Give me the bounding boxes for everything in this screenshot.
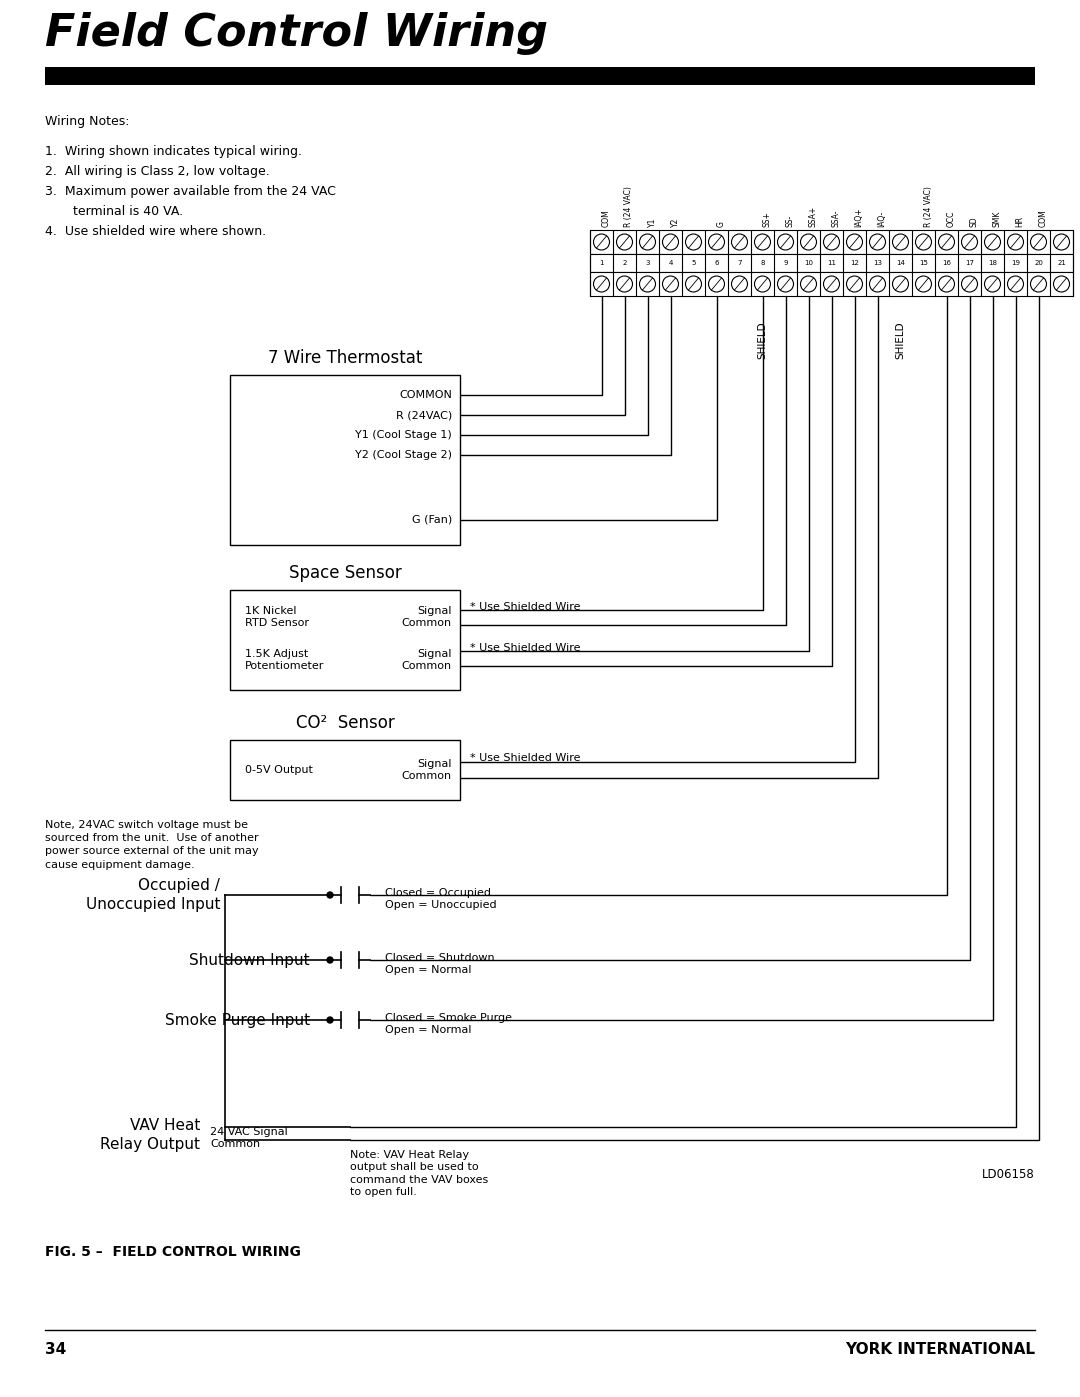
Text: 12: 12 [850, 260, 859, 265]
Text: COM: COM [1039, 210, 1048, 226]
Text: 10: 10 [804, 260, 813, 265]
Text: 1K Nickel
RTD Sensor: 1K Nickel RTD Sensor [245, 606, 309, 629]
Text: 3.  Maximum power available from the 24 VAC: 3. Maximum power available from the 24 V… [45, 184, 336, 198]
Text: SMK: SMK [993, 211, 1001, 226]
Text: R (24 VAC): R (24 VAC) [923, 186, 932, 226]
Bar [230, 374, 460, 545]
Text: 0-5V Output: 0-5V Output [245, 766, 313, 775]
Text: G (Fan): G (Fan) [411, 515, 453, 525]
Text: 14: 14 [896, 260, 905, 265]
Bar [45, 67, 1035, 85]
Text: Y2: Y2 [671, 218, 679, 226]
Text: * Use Shielded Wire: * Use Shielded Wire [470, 602, 581, 612]
Bar [230, 740, 460, 800]
Text: Closed = Smoke Purge
Open = Normal: Closed = Smoke Purge Open = Normal [384, 1013, 512, 1035]
Text: R (24VAC): R (24VAC) [395, 409, 453, 420]
Text: Space Sensor: Space Sensor [288, 564, 402, 583]
Circle shape [327, 957, 333, 963]
Text: terminal is 40 VA.: terminal is 40 VA. [45, 205, 184, 218]
Text: R (24 VAC): R (24 VAC) [624, 186, 634, 226]
Text: LD06158: LD06158 [982, 1168, 1035, 1182]
Text: CO²  Sensor: CO² Sensor [296, 714, 394, 732]
Text: 34: 34 [45, 1343, 66, 1358]
Text: G: G [716, 221, 726, 226]
Text: 20: 20 [1034, 260, 1043, 265]
Text: HR: HR [1015, 217, 1025, 226]
Bar [590, 231, 1074, 254]
Text: Wiring Notes:: Wiring Notes: [45, 115, 130, 129]
Text: 13: 13 [873, 260, 882, 265]
Text: Signal
Common: Signal Common [402, 606, 453, 629]
Text: 4: 4 [669, 260, 673, 265]
Text: * Use Shielded Wire: * Use Shielded Wire [470, 643, 581, 652]
Text: 24 VAC Signal
Common: 24 VAC Signal Common [210, 1127, 287, 1150]
Text: 2: 2 [622, 260, 626, 265]
Text: 4.  Use shielded wire where shown.: 4. Use shielded wire where shown. [45, 225, 266, 237]
Text: 1: 1 [599, 260, 604, 265]
Text: IAQ-: IAQ- [877, 211, 887, 226]
Text: 19: 19 [1011, 260, 1020, 265]
Text: 6: 6 [714, 260, 719, 265]
Text: COM: COM [602, 210, 610, 226]
Text: 21: 21 [1057, 260, 1066, 265]
Text: 3: 3 [645, 260, 650, 265]
Text: 15: 15 [919, 260, 928, 265]
Text: YORK INTERNATIONAL: YORK INTERNATIONAL [845, 1343, 1035, 1358]
Text: SD: SD [970, 217, 978, 226]
Text: 11: 11 [827, 260, 836, 265]
Text: 1.5K Adjust
Potentiometer: 1.5K Adjust Potentiometer [245, 648, 324, 671]
Bar [590, 272, 1074, 296]
Text: OCC: OCC [946, 211, 956, 226]
Text: VAV Heat
Relay Output: VAV Heat Relay Output [100, 1118, 200, 1151]
Text: SHIELD: SHIELD [895, 321, 905, 359]
Text: Y2 (Cool Stage 2): Y2 (Cool Stage 2) [355, 450, 453, 460]
Text: 7: 7 [738, 260, 742, 265]
Circle shape [327, 1017, 333, 1023]
Text: SS+: SS+ [762, 211, 771, 226]
Text: 9: 9 [783, 260, 787, 265]
Text: 18: 18 [988, 260, 997, 265]
Text: 16: 16 [942, 260, 951, 265]
Text: Signal
Common: Signal Common [402, 648, 453, 671]
Text: Y1 (Cool Stage 1): Y1 (Cool Stage 1) [355, 430, 453, 440]
Text: Note: VAV Heat Relay
output shall be used to
command the VAV boxes
to open full.: Note: VAV Heat Relay output shall be use… [350, 1150, 488, 1197]
Bar [590, 254, 1074, 272]
Text: IAQ+: IAQ+ [854, 207, 864, 226]
Text: 17: 17 [966, 260, 974, 265]
Text: * Use Shielded Wire: * Use Shielded Wire [470, 753, 581, 763]
Text: Closed = Shutdown
Open = Normal: Closed = Shutdown Open = Normal [384, 953, 495, 975]
Text: Closed = Occupied
Open = Unoccupied: Closed = Occupied Open = Unoccupied [384, 888, 497, 911]
Text: 2.  All wiring is Class 2, low voltage.: 2. All wiring is Class 2, low voltage. [45, 165, 270, 177]
Text: FIG. 5 –  FIELD CONTROL WIRING: FIG. 5 – FIELD CONTROL WIRING [45, 1245, 301, 1259]
Text: Shutdown Input: Shutdown Input [189, 953, 310, 968]
Bar [230, 590, 460, 690]
Text: Note, 24VAC switch voltage must be
sourced from the unit.  Use of another
power : Note, 24VAC switch voltage must be sourc… [45, 820, 258, 869]
Text: Field Control Wiring: Field Control Wiring [45, 13, 548, 54]
Text: 1.  Wiring shown indicates typical wiring.: 1. Wiring shown indicates typical wiring… [45, 145, 302, 158]
Text: 7 Wire Thermostat: 7 Wire Thermostat [268, 349, 422, 367]
Text: Y1: Y1 [648, 218, 657, 226]
Text: SHIELD: SHIELD [757, 321, 768, 359]
Text: Occupied /
Unoccupied Input: Occupied / Unoccupied Input [85, 879, 220, 912]
Text: Smoke Purge Input: Smoke Purge Input [165, 1013, 310, 1028]
Text: SS-: SS- [785, 215, 795, 226]
Text: 8: 8 [760, 260, 765, 265]
Text: SSA-: SSA- [832, 210, 840, 226]
Text: SSA+: SSA+ [809, 205, 818, 226]
Text: Signal
Common: Signal Common [402, 759, 453, 781]
Text: COMMON: COMMON [400, 390, 453, 400]
Text: 5: 5 [691, 260, 696, 265]
Circle shape [327, 893, 333, 898]
